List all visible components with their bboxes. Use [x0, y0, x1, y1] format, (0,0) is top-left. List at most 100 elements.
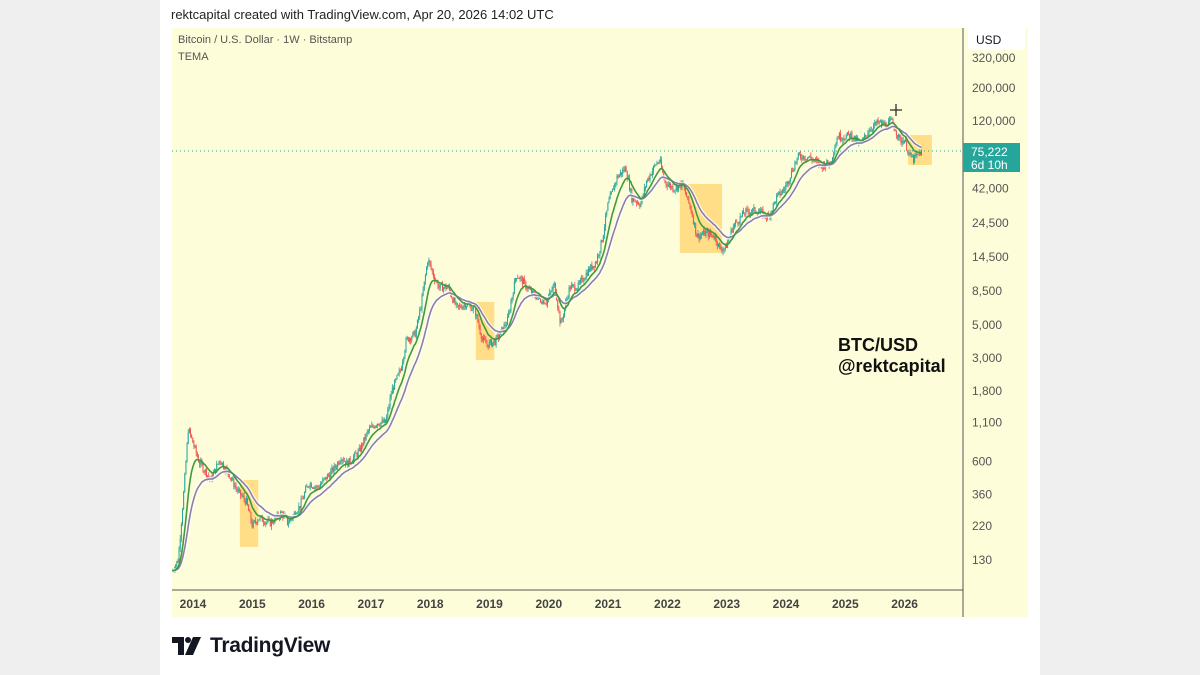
candle-body: [513, 281, 515, 295]
candle-body: [403, 357, 405, 363]
candle-body: [183, 491, 185, 510]
candle-body: [867, 133, 869, 137]
candle-body: [467, 303, 469, 307]
candle-body: [599, 251, 601, 256]
candle-body: [346, 460, 348, 465]
candle-body: [456, 303, 458, 306]
candle-body: [833, 154, 835, 158]
candle-body: [228, 473, 230, 478]
candle-body: [175, 565, 177, 570]
candle-body: [454, 297, 456, 305]
candle-body: [748, 211, 750, 215]
candle-body: [690, 206, 692, 212]
candle-body: [843, 138, 845, 140]
candle-body: [452, 297, 454, 303]
candle-body: [818, 160, 820, 166]
candle-body: [304, 492, 306, 499]
candle-body: [603, 227, 605, 236]
candle-body: [638, 202, 640, 205]
candle-body: [355, 452, 357, 454]
candle-body: [911, 156, 913, 157]
currency-label: USD: [976, 33, 1002, 47]
candle-body: [792, 170, 794, 172]
candle-body: [609, 194, 611, 200]
candle-body: [461, 307, 463, 309]
candle-body: [883, 121, 885, 125]
symbol-legend[interactable]: Bitcoin / U.S. Dollar · 1W · Bitstamp: [178, 34, 352, 46]
candle-body: [269, 519, 271, 527]
candle-body: [503, 324, 505, 332]
candle-body: [916, 153, 918, 156]
candle-body: [375, 425, 377, 427]
candle-body: [196, 453, 198, 457]
candle-body: [525, 281, 527, 289]
candle-body: [899, 134, 901, 139]
candle-body: [549, 292, 551, 297]
candle-body: [637, 202, 639, 204]
candle-body: [849, 133, 851, 138]
y-tick-label: 220: [972, 519, 992, 533]
candle-body: [367, 430, 369, 432]
candle-body: [674, 189, 676, 191]
candle-body: [437, 281, 439, 288]
candle-body: [225, 467, 227, 472]
candle-body: [331, 467, 333, 471]
candle-body: [308, 486, 310, 488]
candle-body: [850, 132, 852, 138]
candle-body: [801, 157, 803, 160]
candle-body: [532, 290, 534, 294]
candle-body: [777, 192, 779, 196]
candle-body: [362, 443, 364, 446]
candle-body: [557, 300, 559, 308]
candle-body: [358, 447, 360, 451]
candle-body: [451, 295, 453, 298]
candle-body: [796, 157, 798, 163]
candle-body: [516, 278, 518, 279]
tradingview-logo[interactable]: TradingView: [172, 634, 330, 658]
candle-body: [562, 316, 564, 319]
indicator-legend[interactable]: TEMA: [178, 51, 209, 63]
candle-body: [803, 155, 805, 160]
candle-body: [247, 498, 249, 506]
candle-body: [572, 284, 574, 286]
candle-body: [384, 419, 386, 423]
candle-body: [775, 201, 777, 203]
candle-body: [453, 297, 455, 303]
candle-body: [316, 486, 318, 488]
candle-body: [912, 156, 914, 163]
candle-body: [322, 479, 324, 483]
candle-body: [891, 118, 893, 120]
candle-body: [361, 443, 363, 452]
candle-body: [445, 285, 447, 290]
currency-box[interactable]: [968, 28, 1025, 50]
candle-body: [442, 283, 444, 292]
candle-body: [407, 337, 409, 342]
candle-body: [472, 306, 474, 310]
candle-body: [786, 181, 788, 186]
candle-body: [621, 172, 623, 175]
candle-body: [359, 447, 361, 452]
candle-body: [402, 362, 404, 369]
candle-body: [704, 230, 706, 236]
candle-body: [379, 425, 381, 426]
candle-body: [689, 203, 691, 207]
candle-body: [910, 152, 912, 157]
candle-body: [892, 118, 894, 124]
candle-body: [630, 189, 632, 191]
candle-body: [487, 344, 489, 348]
candle-body: [245, 498, 247, 505]
candle-body: [233, 478, 235, 487]
candle-body: [752, 208, 754, 212]
candle-body: [184, 474, 186, 492]
candle-body: [632, 197, 634, 203]
candle-body: [213, 469, 215, 473]
candle-body: [581, 277, 583, 280]
candle-body: [705, 231, 707, 236]
candle-body: [535, 296, 537, 300]
candle-body: [378, 423, 380, 426]
candle-body: [626, 171, 628, 179]
candle-body: [386, 416, 388, 423]
candle-body: [773, 201, 775, 204]
candle-body: [399, 370, 401, 372]
